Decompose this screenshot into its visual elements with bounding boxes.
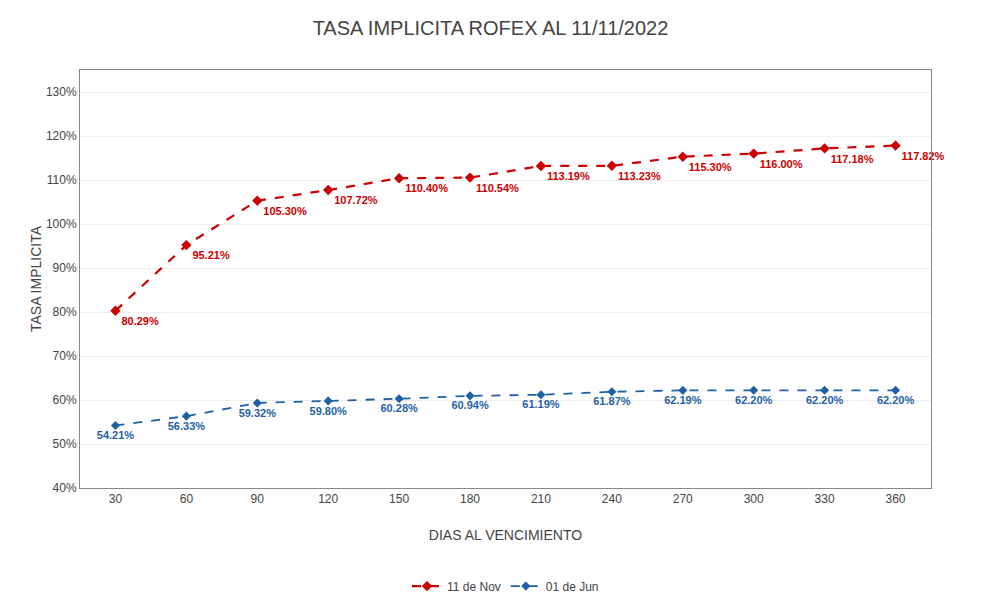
svg-text:56.33%: 56.33% [168, 420, 206, 432]
svg-text:DIAS AL VENCIMIENTO: DIAS AL VENCIMIENTO [429, 527, 582, 543]
svg-text:270: 270 [673, 492, 693, 506]
svg-text:60%: 60% [53, 393, 77, 407]
svg-text:40%: 40% [53, 481, 77, 495]
svg-text:120%: 120% [46, 129, 77, 143]
svg-text:95.21%: 95.21% [192, 249, 230, 261]
svg-text:TASA IMPLICITA: TASA IMPLICITA [28, 225, 44, 332]
svg-text:90%: 90% [53, 261, 77, 275]
svg-text:113.23%: 113.23% [618, 170, 661, 182]
svg-text:62.20%: 62.20% [735, 394, 773, 406]
svg-text:60: 60 [180, 492, 194, 506]
svg-text:110.54%: 110.54% [476, 182, 519, 194]
svg-text:70%: 70% [53, 349, 77, 363]
svg-text:59.32%: 59.32% [239, 407, 277, 419]
svg-text:11 de Nov: 11 de Nov [447, 580, 501, 594]
svg-text:300: 300 [744, 492, 764, 506]
svg-text:110.40%: 110.40% [405, 182, 448, 194]
svg-text:117.82%: 117.82% [902, 150, 945, 162]
svg-text:50%: 50% [53, 437, 77, 451]
svg-text:100%: 100% [46, 217, 77, 231]
svg-text:107.72%: 107.72% [334, 194, 378, 206]
svg-text:60.28%: 60.28% [380, 402, 418, 414]
svg-text:240: 240 [602, 492, 622, 506]
svg-text:116.00%: 116.00% [760, 158, 803, 170]
svg-text:59.80%: 59.80% [310, 405, 348, 417]
svg-text:113.19%: 113.19% [547, 170, 590, 182]
svg-text:150: 150 [389, 492, 409, 506]
svg-text:90: 90 [251, 492, 265, 506]
svg-text:105.30%: 105.30% [263, 205, 307, 217]
svg-text:180: 180 [460, 492, 480, 506]
svg-text:110%: 110% [47, 173, 77, 187]
svg-text:61.19%: 61.19% [522, 398, 560, 410]
svg-text:62.20%: 62.20% [806, 394, 844, 406]
svg-text:60.94%: 60.94% [451, 399, 489, 411]
svg-text:210: 210 [531, 492, 551, 506]
svg-text:62.20%: 62.20% [877, 394, 915, 406]
svg-text:115.30%: 115.30% [689, 161, 732, 173]
svg-text:30: 30 [109, 492, 123, 506]
svg-text:330: 330 [815, 492, 835, 506]
svg-text:120: 120 [318, 492, 338, 506]
svg-text:80.29%: 80.29% [121, 315, 159, 327]
svg-text:80%: 80% [53, 305, 77, 319]
svg-text:61.87%: 61.87% [593, 395, 631, 407]
svg-text:360: 360 [886, 492, 906, 506]
svg-text:54.21%: 54.21% [97, 429, 135, 441]
svg-text:117.18%: 117.18% [831, 153, 874, 165]
svg-text:130%: 130% [46, 85, 77, 99]
svg-text:62.19%: 62.19% [664, 394, 702, 406]
svg-text:TASA IMPLICITA ROFEX AL 11/11/: TASA IMPLICITA ROFEX AL 11/11/2022 [313, 17, 669, 39]
svg-text:01 de Jun: 01 de Jun [546, 580, 599, 594]
